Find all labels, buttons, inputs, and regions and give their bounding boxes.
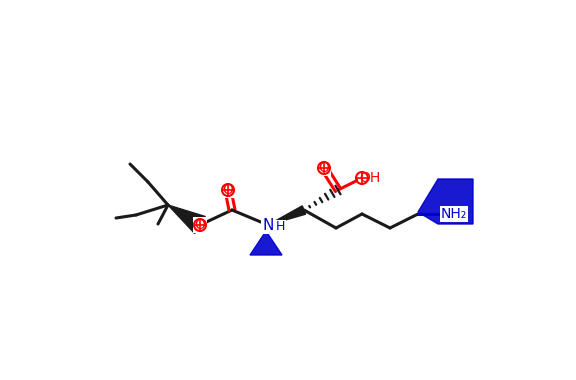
Polygon shape: [250, 231, 282, 255]
Polygon shape: [418, 179, 473, 224]
Text: NH₂: NH₂: [441, 207, 467, 221]
Text: OH: OH: [359, 171, 381, 185]
Polygon shape: [268, 206, 306, 225]
Text: O: O: [195, 218, 206, 232]
Text: O: O: [319, 161, 329, 175]
Polygon shape: [168, 205, 205, 233]
Text: N: N: [262, 217, 274, 233]
Text: O: O: [222, 183, 233, 197]
Text: H: H: [276, 220, 285, 233]
